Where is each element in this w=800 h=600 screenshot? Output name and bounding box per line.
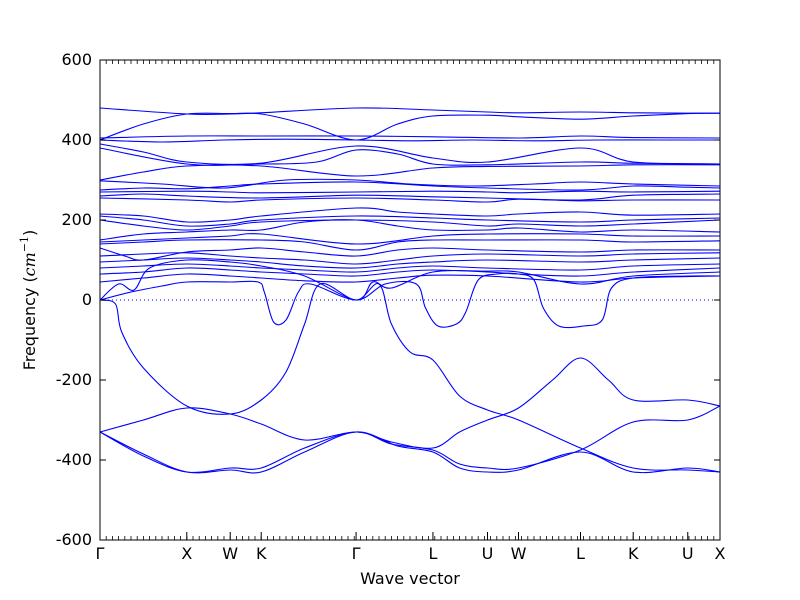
band-line-25: [99, 259, 721, 301]
band-line-13: [99, 207, 721, 223]
y-axis-label-unit: cm: [20, 252, 39, 276]
band-line-9: [99, 181, 721, 191]
band-line-7: [99, 164, 721, 181]
x-minor-ticks: [99, 60, 721, 540]
band-lines: [99, 107, 721, 474]
band-line-2: [99, 112, 721, 141]
band-line-14: [99, 215, 721, 227]
y-axis-label-exponent: −1: [18, 236, 31, 252]
y-tick-label: -600: [56, 530, 92, 549]
y-tick-label: 600: [61, 50, 92, 69]
x-tick-label: L: [428, 544, 437, 563]
band-line-12: [99, 197, 721, 203]
band-line-17: [99, 233, 721, 245]
x-axis-label: Wave vector: [360, 569, 460, 588]
band-line-16: [99, 219, 721, 241]
band-line-21: [99, 257, 721, 269]
x-tick-label: X: [181, 544, 192, 563]
band-line-18: [99, 239, 721, 251]
y-axis-label-main: Frequency (: [20, 276, 39, 370]
band-line-15: [99, 219, 721, 231]
band-line-29: [99, 405, 721, 473]
band-line-10: [99, 190, 721, 194]
band-line-27: [99, 282, 721, 473]
plot-frame: [99, 59, 721, 541]
y-tick-label: 200: [61, 210, 92, 229]
x-tick-label: K: [628, 544, 639, 563]
band-line-24: [99, 273, 721, 283]
y-tick-label: 0: [82, 290, 92, 309]
band-line-26: [99, 272, 721, 329]
band-line-28: [99, 357, 721, 449]
x-tick-label: U: [482, 544, 494, 563]
band-line-22: [99, 263, 721, 273]
x-tick-label: Γ: [352, 544, 361, 563]
y-tick-label: -200: [56, 370, 92, 389]
y-axis-label: Frequency (cm−1): [18, 230, 39, 371]
band-line-23: [99, 267, 721, 277]
band-line-30: [99, 431, 721, 474]
band-line-20: [99, 252, 721, 265]
band-line-5: [99, 143, 721, 166]
band-line-1: [99, 107, 721, 116]
x-tick-label: X: [715, 544, 726, 563]
y-axis-label-close: ): [20, 230, 39, 236]
band-line-4: [99, 138, 720, 143]
x-tick-label: Γ: [96, 544, 105, 563]
x-tick-label: K: [256, 544, 267, 563]
x-tick-label: L: [576, 544, 585, 563]
y-tick-label: 400: [61, 130, 92, 149]
band-line-11: [99, 193, 721, 201]
x-tick-label: W: [511, 544, 527, 563]
x-tick-label: W: [222, 544, 238, 563]
band-line-3: [99, 135, 721, 139]
y-tick-label: -400: [56, 450, 92, 469]
x-tick-label: U: [682, 544, 694, 563]
